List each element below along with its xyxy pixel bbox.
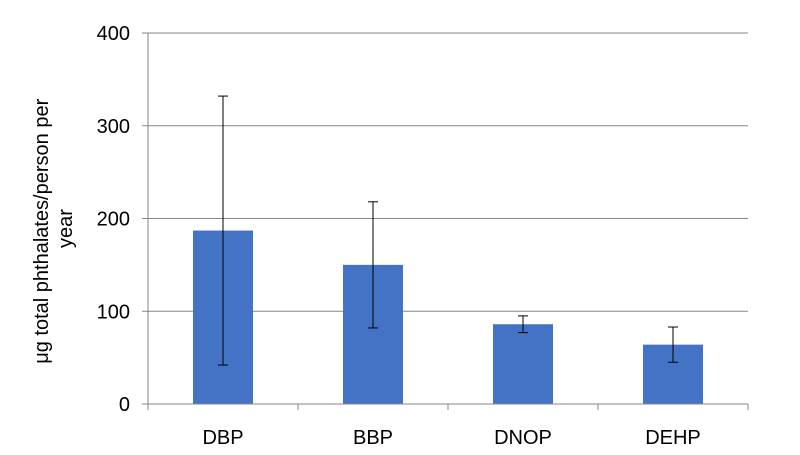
error-bars bbox=[218, 95, 678, 366]
y-axis-title: μg total phthalates/person per year bbox=[31, 93, 77, 364]
x-tick-label: DNOP bbox=[494, 427, 552, 449]
x-tick-label: DBP bbox=[202, 427, 243, 449]
gridlines bbox=[148, 32, 748, 312]
x-tick-label: DEHP bbox=[645, 427, 701, 449]
bar-dnop bbox=[493, 324, 553, 404]
error-bar-dbp bbox=[218, 95, 228, 366]
error-bar-dnop bbox=[518, 315, 528, 334]
y-tick-label: 0 bbox=[119, 394, 130, 416]
x-tick-label: BBP bbox=[353, 427, 393, 449]
y-axis-title-line-1: μg total phthalates/person per bbox=[31, 98, 53, 363]
x-axis-ticks: DBP BBP DNOP DEHP bbox=[147, 404, 749, 449]
y-axis-ticks: 0 100 200 300 400 bbox=[97, 23, 148, 416]
y-tick-label: 300 bbox=[97, 116, 130, 138]
error-bar-bbp bbox=[368, 201, 378, 329]
y-axis-title-line-2: year bbox=[55, 209, 77, 248]
y-tick-label: 400 bbox=[97, 23, 130, 45]
bars bbox=[193, 230, 703, 404]
y-tick-label: 200 bbox=[97, 209, 130, 231]
error-bar-dehp bbox=[668, 326, 678, 363]
y-tick-label: 100 bbox=[97, 301, 130, 323]
